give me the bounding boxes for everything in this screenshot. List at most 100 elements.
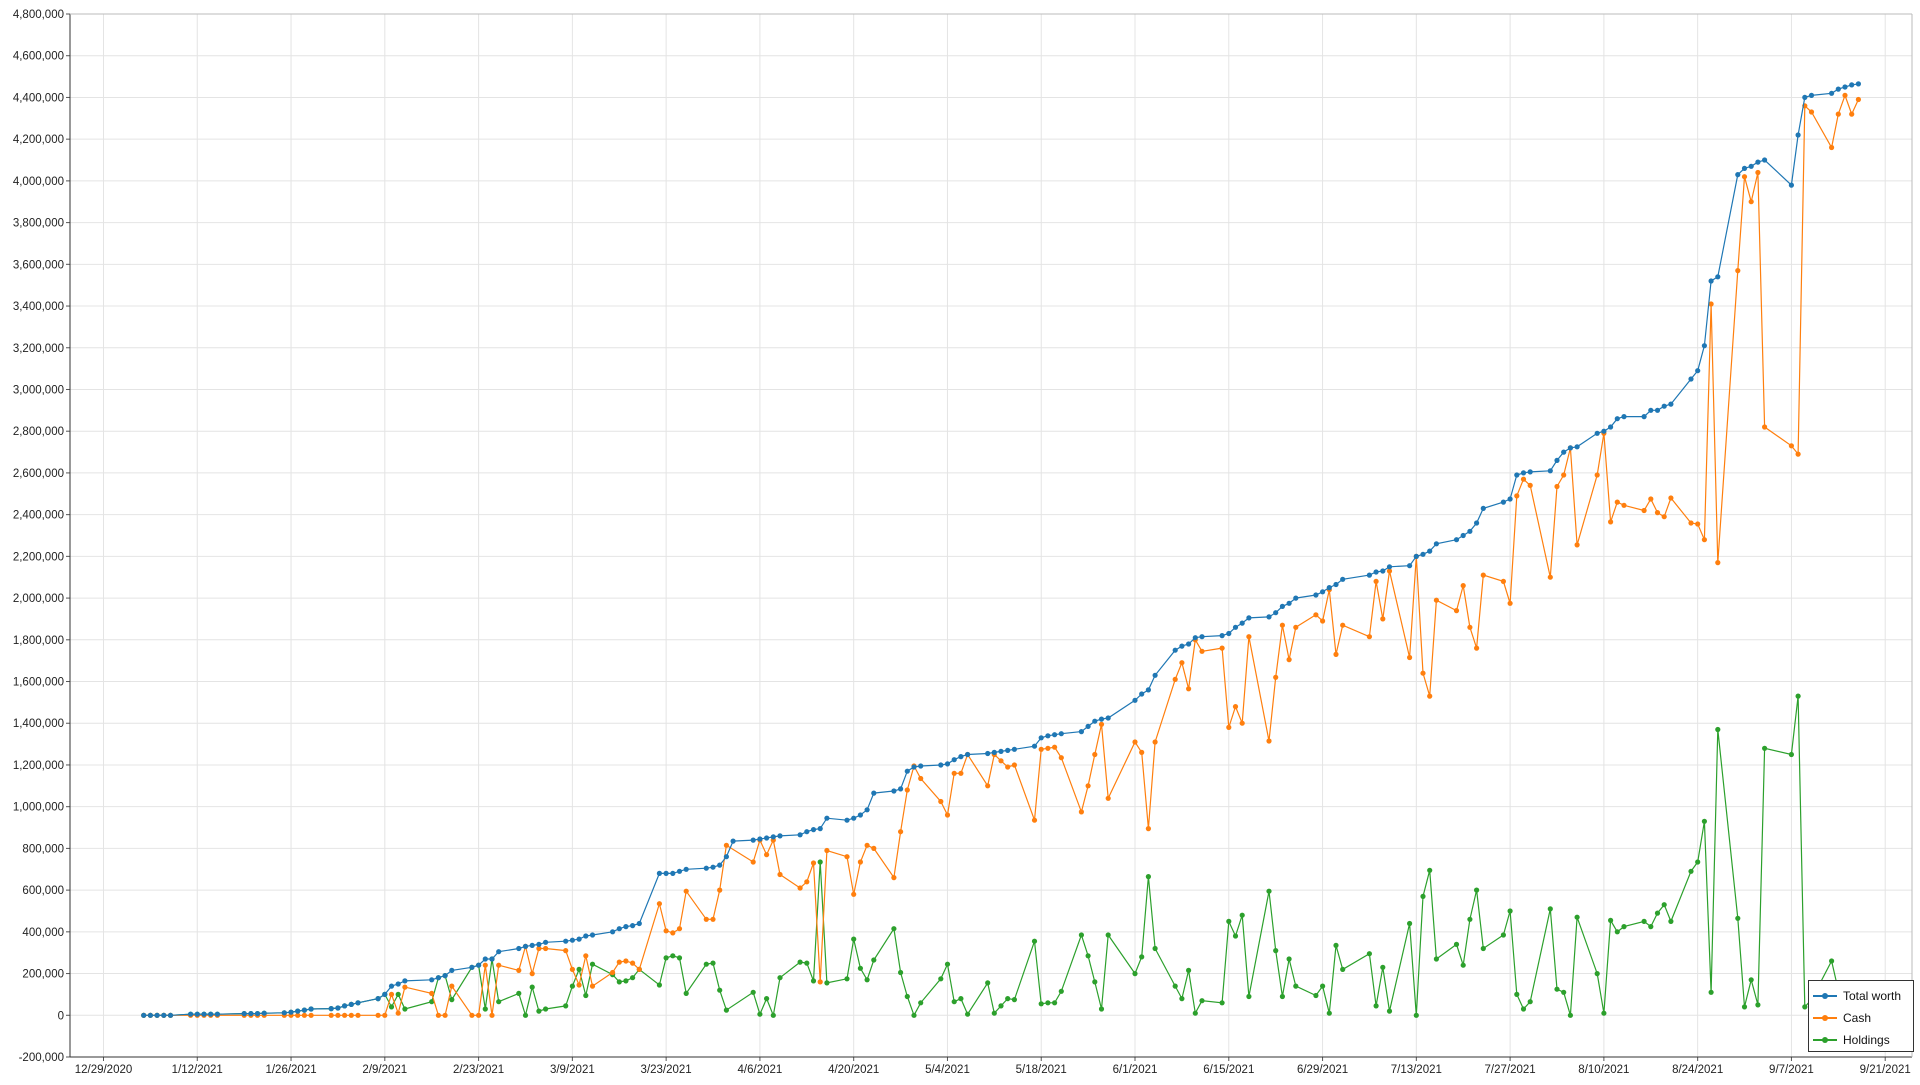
data-point-cash [683, 888, 689, 894]
data-point-cash [1152, 739, 1158, 745]
data-point-cash [435, 1012, 441, 1018]
data-point-holdings [670, 953, 676, 959]
data-point-cash [1755, 169, 1761, 176]
data-point-total-worth [589, 932, 596, 938]
series-holdings [141, 693, 1861, 1018]
data-point-cash [636, 966, 642, 973]
data-point-total-worth [188, 1011, 194, 1017]
data-point-total-worth [1386, 564, 1393, 570]
data-point-total-worth [342, 1003, 348, 1009]
data-point-total-worth [254, 1011, 261, 1017]
data-point-holdings [723, 1007, 730, 1013]
data-point-cash [810, 860, 817, 866]
data-point-holdings [1413, 1012, 1419, 1018]
data-point-cash [1266, 738, 1272, 744]
data-point-cash [750, 859, 756, 865]
data-point-total-worth [201, 1011, 207, 1017]
data-point-holdings [1105, 932, 1111, 938]
data-point-holdings [1279, 993, 1285, 1000]
data-point-holdings [1574, 914, 1580, 920]
data-point-total-worth [844, 817, 850, 823]
data-point-cash [1386, 568, 1393, 574]
data-point-cash [1842, 92, 1848, 98]
data-point-total-worth [1105, 715, 1111, 721]
data-point-total-worth [141, 1012, 147, 1018]
data-point-holdings [1802, 1004, 1808, 1010]
data-point-total-worth [348, 1001, 354, 1008]
data-point-cash [630, 960, 636, 966]
data-point-total-worth [764, 835, 770, 841]
data-point-holdings [1152, 945, 1158, 952]
data-point-holdings [1172, 983, 1178, 989]
data-point-holdings [1427, 867, 1433, 873]
data-point-holdings [1179, 996, 1185, 1002]
data-point-total-worth [1186, 641, 1192, 647]
data-point-holdings [1239, 912, 1245, 918]
y-tick-label: 400,000 [22, 927, 64, 939]
data-point-holdings [1567, 1012, 1573, 1018]
data-point-cash [308, 1012, 314, 1018]
data-point-cash [1608, 519, 1614, 525]
data-point-total-worth [388, 983, 395, 989]
data-point-total-worth [750, 837, 756, 843]
data-point-total-worth [757, 836, 763, 842]
data-point-total-worth [991, 749, 997, 756]
data-point-holdings [1011, 997, 1018, 1003]
data-point-holdings [1052, 1000, 1058, 1006]
data-point-cash [449, 983, 455, 989]
data-point-holdings [764, 996, 770, 1002]
data-point-total-worth [435, 975, 441, 981]
data-point-total-worth [1239, 620, 1245, 626]
data-point-cash [1186, 686, 1192, 692]
y-tick-label: -200,000 [19, 1052, 64, 1064]
data-point-total-worth [214, 1011, 220, 1017]
data-point-total-worth [167, 1012, 174, 1018]
data-point-cash [1246, 634, 1252, 640]
data-point-cash [1313, 612, 1319, 618]
data-point-total-worth [1333, 581, 1339, 588]
data-point-holdings [1333, 942, 1339, 949]
y-tick-label: 2,400,000 [13, 510, 64, 522]
data-point-holdings [529, 984, 535, 990]
data-point-total-worth [1219, 633, 1225, 639]
data-point-cash [1661, 514, 1667, 520]
data-point-holdings [1219, 1000, 1225, 1006]
data-point-total-worth [1380, 568, 1386, 574]
data-point-holdings [757, 1011, 763, 1017]
data-point-cash [1226, 724, 1232, 731]
x-tick-label: 12/29/2020 [75, 1064, 133, 1076]
data-point-total-worth [429, 977, 435, 983]
data-point-holdings [1386, 1008, 1393, 1014]
data-point-cash [1273, 674, 1279, 680]
data-point-total-worth [1420, 551, 1426, 557]
data-point-total-worth [965, 751, 971, 758]
data-point-holdings [991, 1010, 997, 1016]
data-point-total-worth [1842, 84, 1848, 90]
data-point-cash [1052, 744, 1058, 750]
data-point-total-worth [281, 1010, 287, 1016]
x-tick-label: 4/20/2021 [828, 1064, 879, 1076]
data-point-cash [1688, 520, 1694, 526]
data-point-holdings [1232, 933, 1239, 939]
data-point-cash [1373, 578, 1379, 585]
data-point-holdings [717, 987, 723, 993]
data-point-total-worth [355, 1000, 361, 1006]
data-point-holdings [543, 1006, 549, 1012]
data-point-total-worth [857, 812, 864, 818]
data-point-holdings [938, 976, 944, 982]
data-point-cash [676, 926, 683, 932]
data-point-holdings [891, 926, 897, 932]
data-point-total-worth [1273, 610, 1279, 616]
data-point-cash [1520, 476, 1527, 482]
data-point-cash [375, 1012, 381, 1018]
data-point-total-worth [1460, 532, 1466, 539]
series-cash [141, 92, 1861, 1018]
data-point-holdings [918, 1000, 924, 1006]
data-point-holdings [1286, 956, 1292, 962]
data-point-cash [951, 770, 957, 776]
data-point-holdings [1453, 941, 1460, 948]
data-point-cash [496, 962, 502, 968]
data-point-holdings [1614, 929, 1620, 935]
data-point-cash [589, 983, 596, 989]
data-point-holdings [1788, 751, 1794, 758]
